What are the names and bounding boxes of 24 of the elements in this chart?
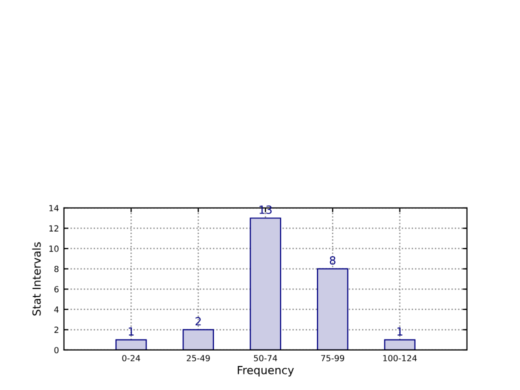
- data-label: 8: [330, 256, 336, 265]
- x-tick-label: 25-49: [186, 354, 210, 362]
- y-tick-label: 2: [54, 326, 58, 333]
- y-tick-label: 8: [54, 266, 59, 272]
- bar: [250, 218, 282, 350]
- y-tick-label: 12: [49, 225, 58, 232]
- bar: [182, 329, 214, 350]
- x-tick-label: 75-99: [321, 354, 344, 362]
- y-tick-label: 14: [49, 205, 59, 212]
- y-tick-label: 4: [54, 306, 59, 313]
- x-tick-label: 50-74: [254, 354, 278, 362]
- y-tick-label: 10: [49, 246, 59, 252]
- data-label: 1: [128, 327, 134, 336]
- y-axis-title: Stat Intervals: [32, 242, 41, 316]
- bar: [384, 339, 416, 350]
- y-tick-label: 6: [54, 286, 59, 292]
- x-tick-label: 0-24: [122, 354, 140, 362]
- data-label: 1: [397, 327, 402, 336]
- x-tick-label: 100-124: [383, 354, 417, 362]
- x-axis-title: Frequency: [238, 366, 294, 376]
- data-label: 2: [196, 317, 201, 326]
- y-tick-label: 0: [54, 346, 59, 354]
- bar: [316, 268, 348, 350]
- bar: [115, 339, 147, 350]
